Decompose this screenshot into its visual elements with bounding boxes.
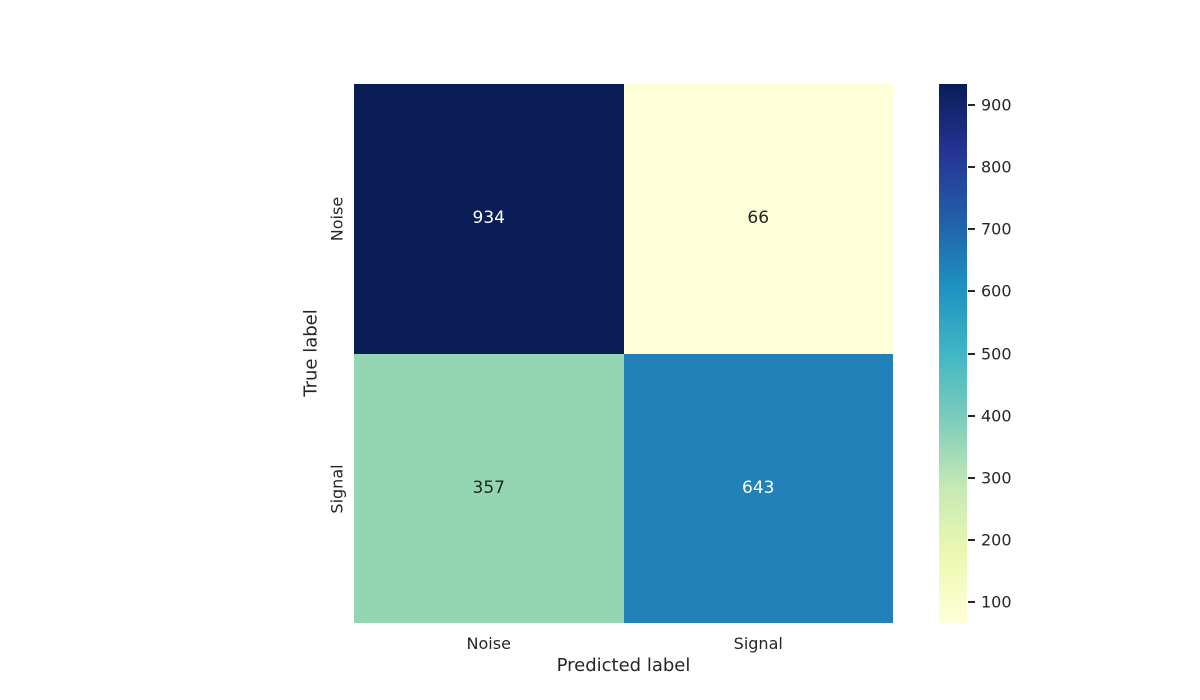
- y-tick-signal: Signal: [327, 464, 347, 514]
- colorbar-tick-label: 800: [981, 157, 1012, 177]
- colorbar-tick-label: 900: [981, 95, 1012, 115]
- x-axis-ticks: Noise Signal: [354, 634, 893, 653]
- colorbar-tick-mark: [968, 414, 975, 417]
- colorbar-tick-mark: [968, 104, 975, 107]
- colorbar-tick-mark: [968, 352, 975, 355]
- x-tick-signal: Signal: [733, 634, 783, 653]
- colorbar-tick-label: 700: [981, 219, 1012, 239]
- cell-value-label: 643: [742, 477, 775, 498]
- colorbar-tick-label: 300: [981, 468, 1012, 488]
- cell-value-label: 934: [472, 208, 505, 229]
- colorbar-tick-mark: [968, 228, 975, 231]
- heatmap-cell-true-noise-pred-noise: 934: [354, 84, 624, 354]
- colorbar: [939, 84, 967, 623]
- y-axis-label: True label: [300, 309, 322, 397]
- confusion-matrix-heatmap: 934 66 357 643: [354, 84, 893, 623]
- colorbar-tick-label: 500: [981, 344, 1012, 363]
- y-tick-noise: Noise: [327, 196, 347, 242]
- colorbar-tick-label: 400: [981, 406, 1012, 426]
- heatmap-cell-true-noise-pred-signal: 66: [623, 84, 893, 354]
- colorbar-tick-mark: [968, 476, 975, 479]
- colorbar-tick-label: 200: [981, 530, 1012, 550]
- cell-value-label: 357: [472, 477, 505, 498]
- colorbar-tick-mark: [968, 290, 975, 293]
- x-axis-label: Predicted label: [556, 655, 691, 676]
- heatmap-cell-true-signal-pred-signal: 643: [623, 353, 893, 623]
- colorbar-tick-label: 100: [981, 592, 1012, 612]
- colorbar-tick-mark: [968, 166, 975, 169]
- colorbar-tick-mark: [968, 538, 975, 541]
- colorbar-tick-mark: [968, 600, 975, 603]
- cell-value-label: 66: [747, 208, 770, 229]
- heatmap-cell-true-signal-pred-noise: 357: [354, 353, 624, 623]
- colorbar-tick-label: 600: [981, 281, 1012, 301]
- x-tick-noise: Noise: [466, 634, 511, 653]
